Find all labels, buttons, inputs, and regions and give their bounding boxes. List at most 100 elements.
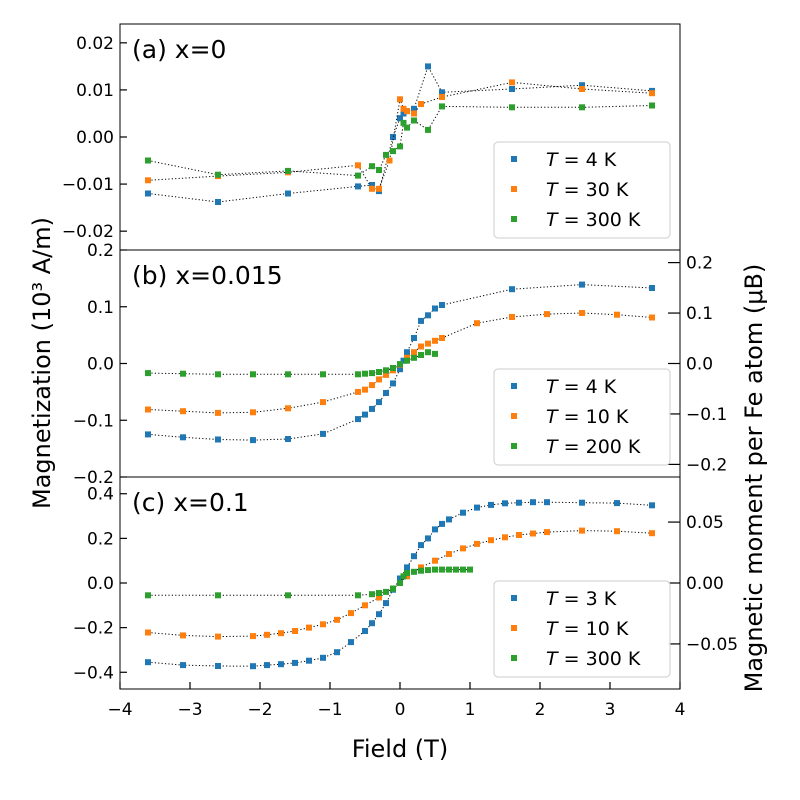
series-1 [145,499,655,670]
legend-marker [511,216,517,222]
panel-3: −0.4 −0.2 0.0 0.2 0.4 −0.05 0.00 0.05 (c) x=0.1 T… [73,476,738,720]
data-point [278,661,284,668]
data-point [278,630,284,637]
data-point [579,310,585,316]
legend-box [493,141,671,239]
data-point [250,409,256,416]
panel-label: (c) x=0.1 [132,488,249,517]
series-connector [147,501,653,667]
panel-2: −0.2 −0.1 0.0 0.1 0.2 −0.2 −0.1 0.0 0.1 0.2 (b) x=… [73,241,728,488]
data-point [369,370,375,377]
panel-label: (b) x=0.015 [132,261,283,290]
y-tick-label: 0.4 [87,485,114,505]
data-point [215,199,221,205]
series-connector [147,530,653,638]
data-point [411,354,417,361]
data-point [215,633,221,640]
x-tick-label: 1 [465,700,476,720]
data-point [264,662,270,669]
legend-entry: T = 10 K [546,618,629,640]
left-y-axis-label: Magnetization (10³ A/m) [28,217,56,509]
data-point [502,534,508,541]
y-tick-label: 0.2 [87,529,114,549]
y-tick-label: −0.2 [73,468,114,488]
legend-box [493,580,671,678]
data-point [369,382,375,389]
legend-marker [511,156,517,162]
data-point [516,499,522,506]
data-point [439,94,445,100]
data-point [145,431,151,438]
data-point [411,110,417,117]
data-point [180,662,186,669]
right-y-tick-label: 0.1 [686,304,713,324]
legend: T = 4 K T = 10 K T = 200 K [493,368,671,466]
data-point [418,567,424,574]
x-tick-label: −1 [317,700,342,720]
data-point [439,89,445,96]
data-point [474,320,480,327]
data-point [369,405,375,412]
data-point [400,119,407,126]
legend-entry: T = 4 K [546,149,617,171]
y-tick-label: 0.0 [87,574,114,594]
data-point [432,350,438,357]
data-point [369,182,375,188]
legend-marker [511,595,517,601]
data-point [530,530,536,537]
data-point [285,405,291,412]
series-3 [145,349,438,378]
data-point [439,566,445,573]
data-point [369,620,375,627]
data-point [355,162,361,169]
data-point [250,663,256,670]
right-y-tick-label: −0.1 [686,405,727,425]
data-point [292,628,298,634]
data-point [285,190,291,197]
data-point [474,504,480,511]
legend-marker [511,655,517,661]
y-tick-label: 0.00 [76,128,114,148]
legend-entry: T = 4 K [546,376,617,398]
data-point [369,591,375,598]
data-point [404,124,410,131]
data-point [180,632,186,639]
data-point [400,110,407,117]
data-point [579,86,585,92]
data-point [432,337,438,344]
data-point [215,171,221,178]
x-tick-label: 2 [535,700,546,720]
data-point [425,535,431,542]
data-point [306,657,312,664]
data-point [425,63,431,70]
data-point [250,371,256,378]
data-point [404,564,410,571]
data-point [145,190,151,197]
data-point [649,530,655,537]
data-point [425,126,431,133]
y-tick-label: −0.02 [62,222,114,242]
data-point [355,183,361,190]
y-tick-label: −0.4 [73,663,114,683]
series-connector [147,81,653,190]
data-point [145,406,151,413]
data-point [544,311,550,318]
data-point [404,573,410,580]
series-1 [145,281,655,444]
data-point [579,499,585,506]
legend: T = 3 K T = 10 K T = 300 K [493,580,671,678]
y-tick-label: −0.1 [73,411,114,431]
data-point [145,157,151,164]
data-point [544,529,550,536]
data-point [390,585,396,592]
data-point [446,566,452,573]
data-point [285,592,291,599]
data-point [348,639,354,646]
data-point [215,436,221,443]
data-point [215,592,221,599]
data-point [579,527,585,534]
data-point [509,286,515,293]
data-point [614,311,620,318]
data-point [250,633,256,640]
data-point [509,104,515,111]
